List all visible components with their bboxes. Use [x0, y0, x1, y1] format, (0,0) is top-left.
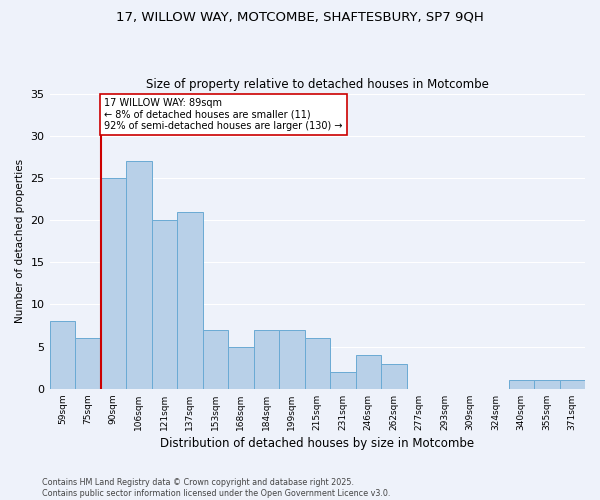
- Bar: [534, 380, 560, 389]
- Bar: [254, 330, 279, 389]
- Bar: [101, 178, 126, 389]
- X-axis label: Distribution of detached houses by size in Motcombe: Distribution of detached houses by size …: [160, 437, 475, 450]
- Text: 17, WILLOW WAY, MOTCOMBE, SHAFTESBURY, SP7 9QH: 17, WILLOW WAY, MOTCOMBE, SHAFTESBURY, S…: [116, 10, 484, 23]
- Bar: [152, 220, 177, 389]
- Text: 17 WILLOW WAY: 89sqm
← 8% of detached houses are smaller (11)
92% of semi-detach: 17 WILLOW WAY: 89sqm ← 8% of detached ho…: [104, 98, 343, 131]
- Bar: [50, 322, 75, 389]
- Bar: [177, 212, 203, 389]
- Bar: [560, 380, 585, 389]
- Bar: [509, 380, 534, 389]
- Bar: [279, 330, 305, 389]
- Title: Size of property relative to detached houses in Motcombe: Size of property relative to detached ho…: [146, 78, 489, 91]
- Text: Contains HM Land Registry data © Crown copyright and database right 2025.
Contai: Contains HM Land Registry data © Crown c…: [42, 478, 391, 498]
- Bar: [126, 161, 152, 389]
- Bar: [75, 338, 101, 389]
- Bar: [381, 364, 407, 389]
- Bar: [305, 338, 330, 389]
- Bar: [330, 372, 356, 389]
- Bar: [228, 346, 254, 389]
- Bar: [356, 355, 381, 389]
- Bar: [203, 330, 228, 389]
- Y-axis label: Number of detached properties: Number of detached properties: [15, 159, 25, 323]
